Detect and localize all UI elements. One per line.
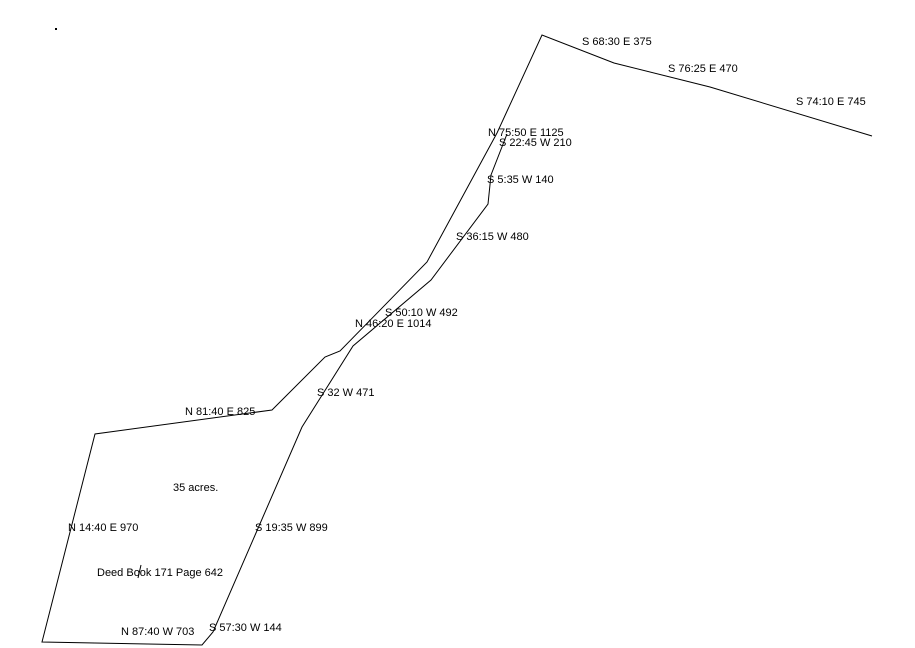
bearing-call-n8140e825: N 81:40 E 825 — [185, 406, 256, 418]
bearing-call-s5730w144: S 57:30 W 144 — [209, 622, 282, 634]
bearing-call-s32w471: S 32 W 471 — [317, 387, 375, 399]
area-label: 35 acres. — [173, 482, 219, 494]
bearing-call-s1935w899: S 19:35 W 899 — [255, 522, 328, 534]
bearing-call-n1440e970: N 14:40 E 970 — [68, 522, 139, 534]
deed-reference: Deed Book 171 Page 642 — [97, 567, 223, 579]
bearing-call-s5010w492: S 50:10 W 492 — [385, 307, 458, 319]
bearing-call-s535w140: S 5:35 W 140 — [487, 174, 554, 186]
bearing-call-n4620e1014: N 46:20 E 1014 — [355, 318, 432, 330]
bearing-call-n8740w703: N 87:40 W 703 — [121, 626, 195, 638]
bearing-call-s2245w210: S 22:45 W 210 — [499, 137, 572, 149]
bearing-call-s7625e470: S 76:25 E 470 — [668, 63, 738, 75]
boundary-polyline — [41, 34, 873, 646]
start-point-dot — [55, 28, 57, 30]
bearing-call-s3615w480: S 36:15 W 480 — [456, 231, 529, 243]
bearing-call-s6830e375: S 68:30 E 375 — [582, 36, 652, 48]
bearing-call-n7550e1125: N 75:50 E 1125 — [488, 127, 564, 139]
bearing-call-s7410e745: S 74:10 E 745 — [796, 96, 866, 108]
tick-mark — [137, 564, 142, 579]
